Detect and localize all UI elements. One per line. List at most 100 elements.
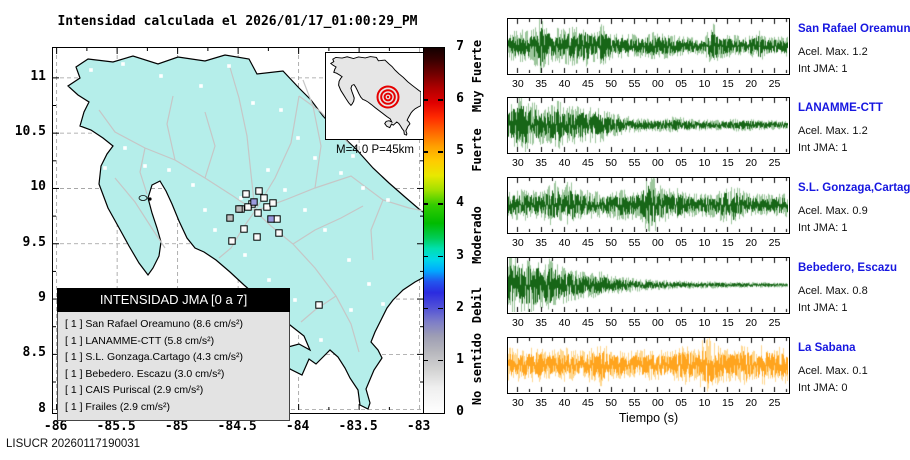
- time-tick-label: 10: [698, 237, 711, 249]
- legend-body: [ 1 ] San Rafael Oreamuno (8.6 cm/s²) [ 1…: [57, 312, 290, 421]
- time-tick-label: 00: [651, 78, 664, 90]
- page-title: Intensidad calculada el 2026/01/17_01:00…: [57, 14, 418, 29]
- time-tick-label: 00: [651, 317, 664, 329]
- time-tick-label: 45: [581, 237, 594, 249]
- time-tick-label: 05: [675, 157, 687, 169]
- intensity-legend: INTENSIDAD JMA [0 a 7] [ 1 ] San Rafael …: [57, 288, 290, 421]
- time-tick-label: 25: [768, 397, 781, 409]
- colorbar-tick: [423, 99, 428, 101]
- legend-station-row: [ 1 ] Bebedero. Escazu (3.0 cm/s²): [65, 367, 225, 380]
- station-int-jma: Int JMA: 1: [798, 63, 848, 75]
- time-tick-label: 20: [745, 78, 757, 90]
- colorbar-category-label: Fuerte: [470, 128, 484, 172]
- colorbar-number: 4: [456, 195, 464, 211]
- epicenter-icon: [376, 85, 400, 109]
- time-tick-label: 45: [581, 397, 594, 409]
- colorbar-tick: [423, 151, 428, 153]
- time-tick-label: 10: [698, 317, 711, 329]
- time-tick-row: 30 35 40 45 50 55 00 05 10 15 20 25: [507, 317, 790, 330]
- time-tick-label: 00: [651, 397, 664, 409]
- time-tick-label: 55: [628, 157, 641, 169]
- station-name: San Rafael Oreamuno: [798, 23, 910, 35]
- time-tick-label: 40: [558, 157, 571, 169]
- colorbar-tick: [423, 307, 428, 310]
- seismogram-panel: [507, 337, 790, 394]
- colorbar-tick: [423, 203, 428, 205]
- time-tick-label: 35: [535, 397, 547, 409]
- seismogram-panel: [507, 97, 790, 154]
- inset-map: [325, 52, 425, 140]
- legend-station-row: [ 1 ] LANAMME-CTT (5.8 cm/s²): [65, 334, 215, 347]
- inset-landmass: [329, 56, 422, 136]
- colorbar-category-label: No sentido: [470, 332, 484, 405]
- station-acel-max: Acel. Max. 0.1: [798, 365, 868, 377]
- legend-station-row: [ 1 ] San Rafael Oreamuno (8.6 cm/s²): [65, 318, 243, 330]
- legend-station-row: [ 1 ] CAIS Puriscal (2.9 cm/s²): [65, 384, 204, 396]
- time-tick-label: 55: [628, 317, 641, 329]
- time-tick-label: 25: [768, 157, 781, 169]
- lat-tick-label: 10.5: [14, 124, 46, 140]
- time-tick-label: 35: [535, 317, 547, 329]
- station-acel-max: Acel. Max. 0.8: [798, 285, 868, 297]
- colorbar-number: 7: [456, 39, 464, 54]
- time-tick-label: 45: [581, 157, 594, 169]
- time-tick-label: 45: [581, 78, 594, 90]
- time-tick-row: 30 35 40 45 50 55 00 05 10 15 20 25: [507, 237, 790, 250]
- station-int-jma: Int JMA: 1: [798, 302, 848, 314]
- colorbar-tick: [438, 359, 443, 362]
- colorbar-number: 5: [456, 143, 464, 159]
- time-tick-label: 25: [768, 237, 781, 249]
- station-name: La Sabana: [798, 342, 856, 354]
- station-name: Bebedero, Escazu: [798, 262, 898, 274]
- colorbar-number: 6: [456, 91, 464, 107]
- lat-tick-label: 11: [30, 68, 46, 84]
- time-tick-label: 40: [558, 317, 571, 329]
- waveform-trace: [508, 98, 788, 152]
- colorbar-tick: [438, 307, 443, 310]
- colorbar-number: 3: [456, 247, 464, 263]
- time-tick-label: 20: [745, 397, 757, 409]
- station-int-jma: Int JMA: 1: [798, 222, 848, 234]
- time-tick-label: 25: [768, 317, 781, 329]
- colorbar-category-label: Debil: [470, 287, 484, 324]
- time-tick-label: 50: [605, 78, 617, 90]
- time-tick-label: 40: [558, 78, 571, 90]
- station-acel-max: Acel. Max. 0.9: [798, 205, 868, 217]
- colorbar-tick: [438, 203, 443, 205]
- footer-id: LISUCR 20260117190031: [6, 438, 141, 450]
- intensity-colorbar: [423, 47, 445, 414]
- lon-tick-label: -84: [285, 419, 310, 434]
- time-tick-label: 10: [698, 78, 711, 90]
- time-tick-label: 55: [628, 237, 641, 249]
- time-tick-label: 50: [605, 237, 617, 249]
- time-tick-label: 40: [558, 397, 571, 409]
- seismogram-panel: [507, 177, 790, 234]
- colorbar-tick: [438, 255, 443, 258]
- colorbar-tick: [438, 151, 443, 153]
- time-tick-label: 35: [535, 237, 547, 249]
- waveform-trace: [508, 258, 788, 312]
- time-tick-label: 00: [651, 237, 664, 249]
- time-tick-label: 20: [745, 237, 757, 249]
- lat-tick-label: 8.5: [22, 345, 46, 361]
- event-magnitude-depth: M=4.0 P=45km: [336, 144, 414, 156]
- seismogram-panel: [507, 18, 790, 75]
- station-dots: [89, 62, 390, 342]
- time-tick-label: 55: [628, 397, 641, 409]
- waveform-trace: [508, 178, 788, 232]
- time-tick-label: 10: [698, 397, 711, 409]
- intensity-station-markers: [226, 187, 323, 309]
- time-axis-label: Tiempo (s): [618, 411, 679, 425]
- lon-tick-label: -83.5: [338, 419, 378, 434]
- lat-tick-label: 10: [30, 179, 46, 195]
- colorbar-tick: [438, 99, 443, 101]
- inset-map-canvas: [329, 56, 422, 136]
- time-tick-label: 30: [512, 78, 524, 90]
- time-tick-label: 50: [605, 157, 617, 169]
- time-tick-label: 35: [535, 157, 547, 169]
- lat-tick-label: 8: [38, 400, 46, 416]
- road-network: [98, 63, 423, 353]
- time-tick-label: 35: [535, 78, 547, 90]
- station-acel-max: Acel. Max. 1.2: [798, 46, 868, 58]
